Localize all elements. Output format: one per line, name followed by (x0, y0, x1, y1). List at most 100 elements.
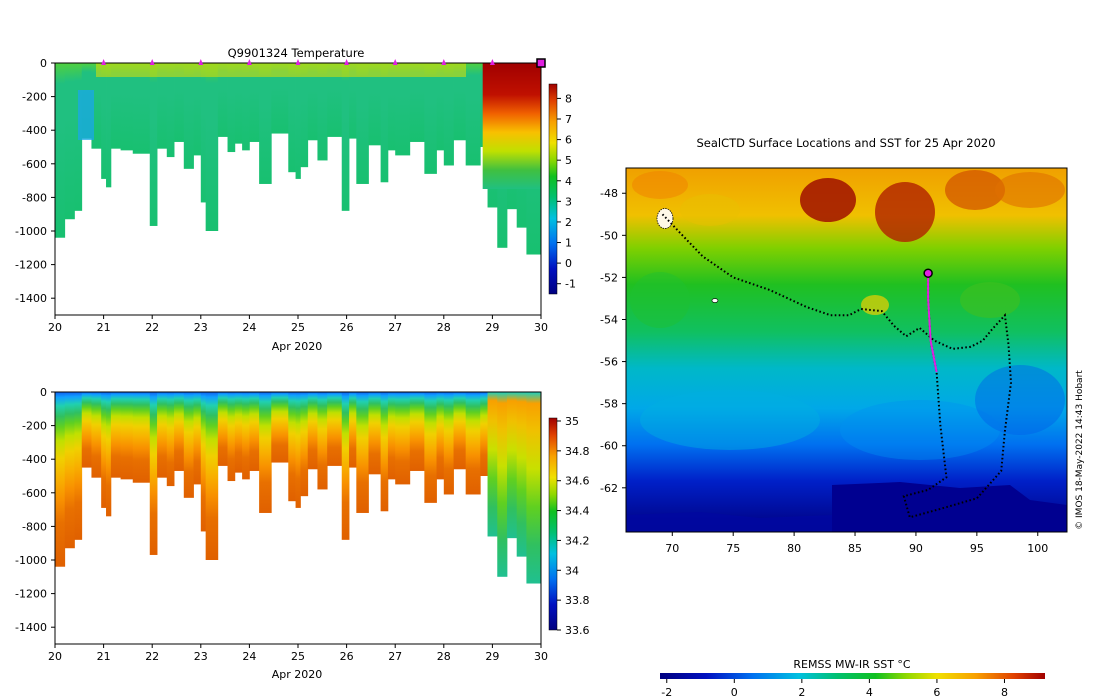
temperature-colorbar-tick-label: 5 (565, 154, 572, 167)
temperature-profile-column (424, 63, 437, 174)
salinity-y-axis: 0 -200 -400 -600 -800 -1000 -1200 -1400 (15, 386, 55, 634)
temperature-profile-column (387, 63, 396, 151)
salinity-profiles (55, 392, 542, 584)
salinity-profile-column (149, 392, 158, 555)
sst-x-tick-label: 80 (787, 542, 801, 555)
salinity-y-tick-label: -800 (22, 520, 47, 533)
temperature-profile-column (368, 63, 382, 146)
salinity-profile-column (55, 392, 66, 567)
salinity-profile-column (349, 392, 357, 468)
temperature-profile-column (174, 63, 185, 142)
sst-colorbar-tick-label: 4 (866, 686, 873, 699)
sst-colorbar-label: REMSS MW-IR SST °C (793, 658, 911, 671)
profile-marker (198, 59, 204, 65)
temperature-title: Q9901324 Temperature (228, 46, 365, 60)
temperature-x-tick-label: 28 (437, 321, 451, 334)
profile-marker (441, 59, 447, 65)
profile-marker (295, 59, 301, 65)
temperature-profile-column (436, 63, 445, 151)
salinity-profile-column (227, 392, 236, 482)
salinity-colorbar-gradient (548, 417, 558, 631)
salinity-x-tick-label: 26 (340, 650, 354, 663)
temperature-x-label: Apr 2020 (272, 340, 323, 353)
salinity-profile-column (132, 392, 151, 483)
salinity-profile-column (480, 392, 488, 476)
salinity-profile-column (409, 392, 425, 471)
temperature-colorbar-tick-label: 4 (565, 175, 572, 188)
salinity-profile-column (487, 392, 498, 537)
salinity-y-tick-label: 0 (40, 386, 47, 399)
salinity-x-tick-label: 23 (194, 650, 208, 663)
temperature-profile-column (356, 63, 369, 184)
temperature-x-tick-label: 26 (340, 321, 354, 334)
temperature-colorbar-tick-label: 3 (565, 195, 572, 208)
kerguelen-island (656, 208, 674, 229)
sst-map-title: SealCTD Surface Locations and SST for 25… (696, 136, 995, 150)
temperature-colorbar-tick-label: 1 (565, 237, 572, 250)
seal-track (656, 208, 1013, 519)
sst-colorbar-ticks: -2 0 2 4 6 8 (661, 679, 1008, 699)
salinity-profile-column (288, 392, 296, 502)
temperature-profile-column (166, 63, 175, 158)
latest-position-marker (923, 268, 933, 278)
temperature-profiles (55, 63, 542, 255)
sst-y-tick-label: -56 (600, 356, 618, 369)
temperature-x-tick-label: 29 (485, 321, 499, 334)
salinity-y-tick-label: -600 (22, 487, 47, 500)
profile-marker (101, 59, 107, 65)
temperature-y-tick-label: -800 (22, 191, 47, 204)
salinity-profile-column (395, 392, 411, 485)
sst-map-section: SealCTD Surface Locations and SST for 25… (600, 136, 1068, 699)
salinity-profile-column (341, 392, 350, 540)
temperature-x-tick-label: 20 (48, 321, 62, 334)
salinity-profile-column (453, 392, 467, 470)
temperature-y-tick-label: -600 (22, 158, 47, 171)
salinity-x-tick-label: 20 (48, 650, 62, 663)
sst-warm-eddies (630, 170, 1065, 328)
salinity-profile-column (259, 392, 272, 513)
salinity-profile-column (242, 392, 250, 480)
salinity-y-tick-label: -400 (22, 453, 47, 466)
temperature-colorbar-tick-label: -1 (565, 278, 576, 291)
salinity-profile-column (436, 392, 445, 480)
temperature-profile-column (91, 63, 102, 149)
temperature-profile-column (271, 63, 289, 134)
salinity-profile-column (64, 392, 75, 549)
sst-y-tick-label: -58 (600, 398, 618, 411)
salinity-profile-column (183, 392, 194, 498)
temperature-x-axis: 20 21 22 23 24 25 26 27 28 29 30 (48, 315, 548, 334)
salinity-profile-column (157, 392, 168, 478)
profile-marker (344, 59, 350, 65)
temperature-profile-column (110, 63, 122, 149)
temperature-profile-column (183, 63, 194, 169)
salinity-section: 0-200-400-600-800-1000-1200-1400 20 21 22 2… (15, 386, 589, 681)
salinity-profile-column (91, 392, 102, 478)
salinity-x-tick-label: 22 (145, 650, 159, 663)
temperature-profile-column (55, 63, 66, 238)
temperature-profile-column (64, 63, 75, 220)
salinity-x-tick-label: 29 (485, 650, 499, 663)
temperature-profile-column (205, 63, 219, 231)
salinity-colorbar-tick-label: 33.8 (565, 594, 590, 607)
temperature-markers (101, 58, 546, 68)
salinity-profile-column (234, 392, 243, 473)
sst-x-axis: 70 75 80 85 90 95 100 (665, 532, 1048, 555)
temperature-profile-column (149, 63, 158, 226)
sst-x-tick-label: 85 (848, 542, 862, 555)
salinity-profile-column (200, 392, 207, 532)
sst-colorbar-tick-label: 8 (1001, 686, 1008, 699)
sst-x-tick-label: 95 (970, 542, 984, 555)
temperature-profile-column (327, 63, 343, 137)
salinity-profile-column (120, 392, 134, 480)
salinity-profile-column (81, 392, 92, 468)
sst-colorbar-tick-label: 2 (798, 686, 805, 699)
sst-y-axis: -48 -50 -52 -54 -56 -58 -60 -62 (600, 187, 626, 495)
sst-colorbar-tick-label: -2 (661, 686, 672, 699)
temperature-x-tick-label: 24 (242, 321, 256, 334)
salinity-profile-column (300, 392, 309, 497)
sst-cold-regions (626, 365, 1067, 532)
temperature-x-tick-label: 21 (97, 321, 111, 334)
salinity-profile-column (506, 392, 518, 539)
sst-x-tick-label: 70 (665, 542, 679, 555)
